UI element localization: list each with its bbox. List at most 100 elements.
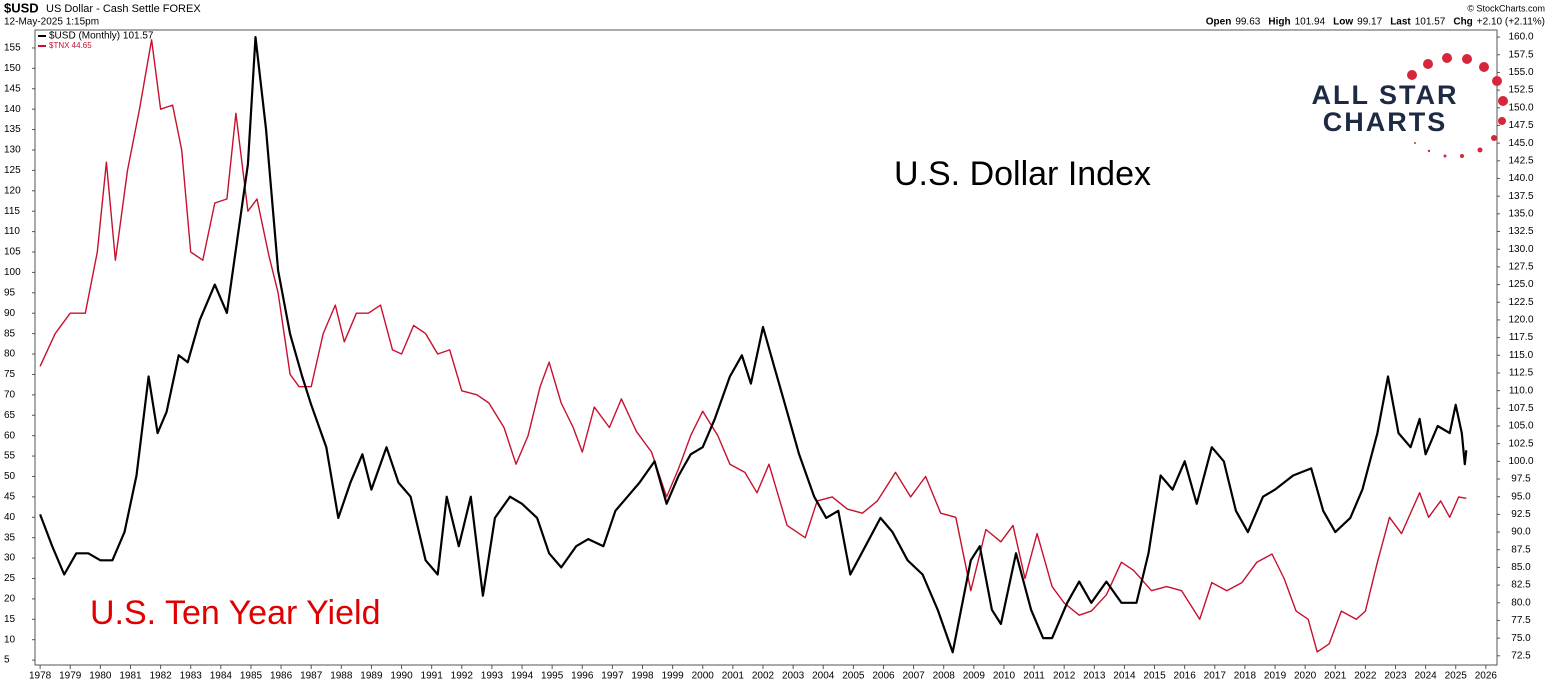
x-tick-label: 1998 [631, 671, 654, 682]
quote-value: 101.94 [1295, 17, 1326, 28]
y2-tick-label: 127.5 [1508, 262, 1533, 273]
x-tick-label: 1993 [481, 671, 504, 682]
y-tick-label: 155 [4, 43, 21, 54]
y-tick-label: 90 [4, 308, 16, 319]
y-tick-label: 5 [4, 655, 10, 666]
y-tick-label: 70 [4, 389, 16, 400]
y-tick-label: 20 [4, 594, 16, 605]
legend-label: $USD (Monthly) 101.57 [49, 31, 154, 42]
y-tick-label: 120 [4, 185, 21, 196]
x-tick-label: 2012 [1053, 671, 1076, 682]
x-tick-label: 1982 [149, 671, 172, 682]
y-tick-label: 45 [4, 492, 16, 503]
x-tick-label: 1979 [59, 671, 82, 682]
x-tick-label: 2011 [1023, 671, 1045, 682]
y2-tick-label: 115.0 [1509, 350, 1534, 361]
y-tick-label: 35 [4, 532, 16, 543]
x-tick-label: 1984 [210, 671, 233, 682]
x-tick-label: 1994 [511, 671, 534, 682]
y2-tick-label: 97.5 [1511, 474, 1531, 485]
logo-text: ALL STAR [1312, 80, 1459, 110]
quote-label: Low [1333, 17, 1353, 28]
y-tick-label: 10 [4, 634, 16, 645]
x-tick-label: 2013 [1083, 671, 1106, 682]
y-tick-label: 140 [4, 104, 21, 115]
y2-tick-label: 90.0 [1511, 527, 1531, 538]
y2-tick-label: 122.5 [1508, 297, 1533, 308]
x-tick-label: 2000 [692, 671, 715, 682]
x-tick-label: 2003 [782, 671, 805, 682]
legend-label: $TNX 44.65 [49, 41, 92, 50]
description: US Dollar - Cash Settle FOREX [46, 3, 201, 15]
x-tick-label: 2022 [1354, 671, 1377, 682]
y-tick-label: 145 [4, 83, 21, 94]
x-tick-label: 2007 [902, 671, 925, 682]
plot-frame [34, 29, 1498, 666]
y2-tick-label: 152.5 [1508, 85, 1533, 96]
y-tick-label: 105 [4, 247, 21, 258]
y2-tick-label: 82.5 [1511, 580, 1531, 591]
y2-tick-label: 130.0 [1508, 244, 1533, 255]
quote: +2.10 (+2.11%) Chg 101.57 Last 99.17 Low 101.9… [1206, 17, 1545, 28]
x-tick-label: 2005 [842, 671, 865, 682]
y2-tick-label: 75.0 [1511, 633, 1531, 644]
y2-tick-label: 85.0 [1511, 562, 1531, 573]
y-tick-label: 50 [4, 471, 16, 482]
x-tick-label: 2018 [1234, 671, 1257, 682]
x-tick-label: 2025 [1445, 671, 1468, 682]
y2-tick-label: 107.5 [1508, 403, 1533, 414]
quote-label: Last [1390, 17, 1411, 28]
y-tick-label: 60 [4, 430, 16, 441]
series-line [39, 36, 1468, 654]
x-tick-label: 2006 [872, 671, 895, 682]
quote-value: 99.63 [1235, 17, 1260, 28]
x-tick-label: 2024 [1414, 671, 1437, 682]
symbol: $USD [4, 0, 39, 15]
y-tick-label: 25 [4, 573, 16, 584]
logo-text: CHARTS [1323, 107, 1448, 137]
x-tick-label: 2026 [1475, 671, 1498, 682]
x-tick-label: 2002 [752, 671, 775, 682]
annotation: U.S. Dollar Index [894, 155, 1151, 193]
y2-tick-label: 87.5 [1511, 544, 1531, 555]
y2-tick-label: 100.0 [1508, 456, 1533, 467]
quote-value: 99.17 [1357, 17, 1382, 28]
x-tick-label: 1986 [270, 671, 293, 682]
y2-tick-label: 112.5 [1509, 368, 1534, 379]
y-tick-label: 15 [4, 614, 16, 625]
x-tick-label: 1981 [119, 671, 142, 682]
logo: ALL STAR CHARTS [1312, 53, 1508, 158]
quote-label: High [1268, 17, 1290, 28]
y-tick-label: 130 [4, 145, 21, 156]
y2-tick-label: 145.0 [1508, 138, 1533, 149]
y2-tick-label: 132.5 [1508, 226, 1533, 237]
x-tick-label: 1995 [541, 671, 564, 682]
y2-tick-label: 102.5 [1508, 438, 1533, 449]
x-tick-label: 2008 [933, 671, 956, 682]
y-tick-label: 75 [4, 369, 16, 380]
y2-tick-label: 160.0 [1508, 32, 1533, 43]
y-tick-label: 95 [4, 287, 16, 298]
y2-tick-label: 120.0 [1508, 315, 1533, 326]
logo-stars [1407, 53, 1508, 158]
date: 12-May-2025 1:15pm [4, 17, 99, 28]
x-tick-label: 2001 [722, 671, 745, 682]
x-tick-label: 2004 [812, 671, 835, 682]
x-tick-label: 2015 [1143, 671, 1166, 682]
x-tick-label: 1980 [89, 671, 112, 682]
quote-value: 101.57 [1415, 17, 1446, 28]
y2-tick-label: 140.0 [1508, 173, 1533, 184]
x-tick-label: 1990 [390, 671, 413, 682]
y-tick-label: 40 [4, 512, 16, 523]
x-tick-label: 2020 [1294, 671, 1317, 682]
y-tick-label: 85 [4, 328, 16, 339]
y2-tick-label: 80.0 [1511, 597, 1531, 608]
y2-tick-label: 105.0 [1508, 421, 1533, 432]
x-tick-label: 1992 [451, 671, 474, 682]
y2-tick-label: 135.0 [1508, 208, 1533, 219]
y2-tick-label: 77.5 [1511, 615, 1531, 626]
x-tick-label: 2017 [1204, 671, 1227, 682]
x-tick-label: 2021 [1324, 671, 1347, 682]
